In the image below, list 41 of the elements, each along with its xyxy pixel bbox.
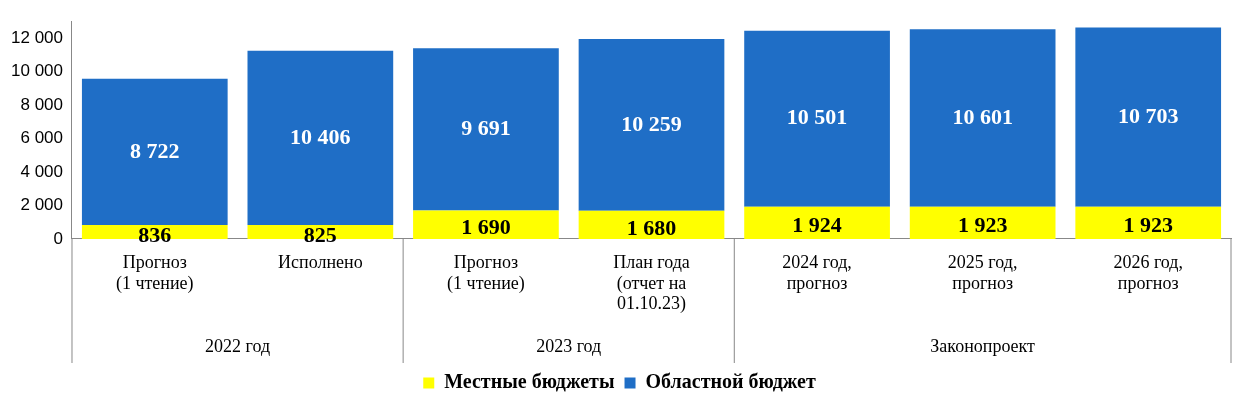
data-label: 8 722	[130, 137, 180, 163]
y-tick-label: 0	[53, 228, 63, 248]
bar	[744, 206, 890, 239]
data-label: 1 680	[626, 214, 677, 240]
bar	[81, 78, 228, 225]
y-tick-label: 10 000	[11, 61, 63, 81]
x-tick-label: Прогноз (1 чтение)	[115, 251, 194, 294]
x-tick-label: 2025 год, прогноз	[947, 251, 1018, 293]
text: 2023 год	[536, 335, 602, 356]
bar	[578, 38, 725, 211]
y-tick-label: 12 000	[11, 27, 63, 47]
data-label: 1 690	[461, 214, 511, 240]
x-tick-label: План года (отчет на 01.10.23)	[613, 251, 690, 315]
text: 2022 год	[205, 335, 271, 356]
x-tick-label: Исполнено	[278, 251, 363, 272]
bar	[1075, 206, 1222, 239]
data-label: 1 924	[792, 212, 842, 238]
data-label: 10 406	[290, 123, 351, 149]
data-label: 10 501	[786, 104, 848, 130]
y-tick-label: 2 000	[20, 195, 63, 215]
data-label: 10 703	[1117, 102, 1179, 128]
bar	[909, 206, 1056, 239]
text: Законопроект	[930, 335, 1036, 356]
legend-label: Местные бюджеты	[444, 370, 615, 393]
data-label: 9 691	[461, 115, 511, 141]
data-label: 10 259	[621, 110, 682, 136]
y-tick-label: 8 000	[20, 94, 63, 114]
bar	[909, 29, 1056, 207]
bar	[247, 50, 394, 226]
legend-label: Областной бюджет	[645, 370, 816, 393]
data-label: 1 923	[957, 212, 1008, 238]
bar	[1075, 27, 1222, 207]
bar	[744, 30, 890, 207]
data-label: 1 923	[1123, 212, 1173, 238]
y-tick-label: 6 000	[20, 128, 63, 148]
y-tick-label: 4 000	[20, 161, 63, 181]
x-tick-label: 2024 год, прогноз	[782, 251, 852, 293]
x-tick-label: 2026 год, прогноз	[1113, 251, 1183, 293]
data-label: 10 601	[952, 103, 1013, 129]
x-tick-label: Прогноз (1 чтение)	[447, 251, 525, 294]
bar	[413, 48, 559, 211]
